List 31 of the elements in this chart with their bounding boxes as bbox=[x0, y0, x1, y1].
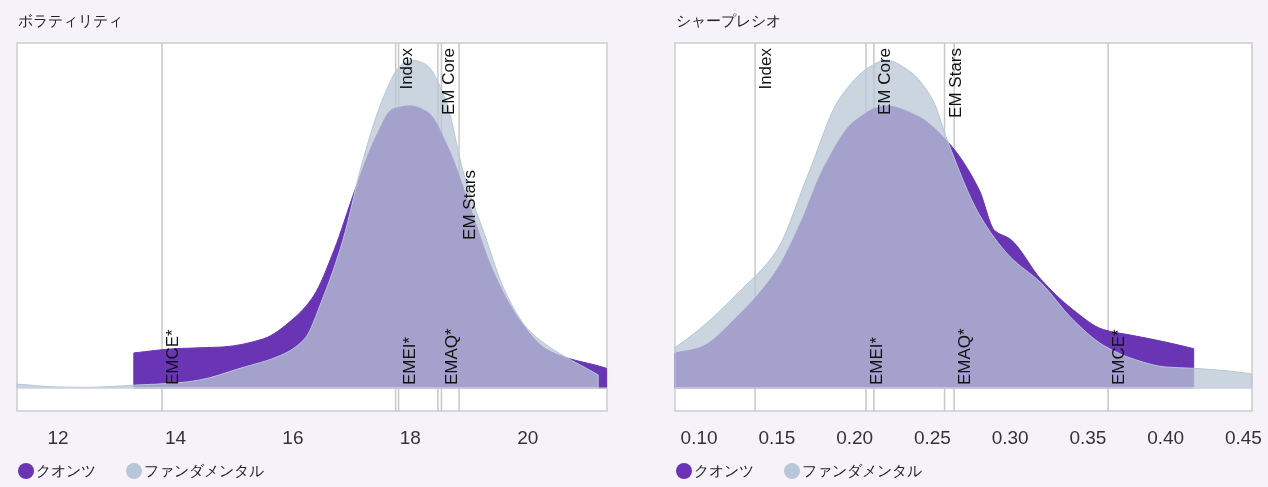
x-tick-label: 0.35 bbox=[1069, 427, 1107, 448]
ref-line-label: Index bbox=[396, 47, 416, 90]
ref-line-label: Index bbox=[756, 47, 776, 90]
ref-line-label: EMEI* bbox=[399, 336, 419, 385]
x-tick-label: 0.30 bbox=[991, 427, 1029, 448]
chart-title: ボラティリティ bbox=[18, 12, 123, 30]
x-tick-label: 0.15 bbox=[758, 427, 796, 448]
ref-line-label: EM Core bbox=[438, 48, 458, 116]
x-tick-label: 0.10 bbox=[680, 427, 718, 448]
legend-label: クオンツ bbox=[694, 462, 754, 480]
x-tick-label: 16 bbox=[282, 427, 304, 448]
ref-line-label: EM Stars bbox=[945, 48, 965, 118]
legend-label: クオンツ bbox=[36, 462, 96, 480]
x-tick-label: 0.25 bbox=[913, 427, 951, 448]
ref-line-label: EMCE* bbox=[163, 328, 182, 385]
ref-line-label: EM Core bbox=[874, 48, 894, 116]
x-tick-label: 0.20 bbox=[836, 427, 874, 448]
ref-line-label: EM Stars bbox=[460, 170, 480, 240]
chart-title: シャープレシオ bbox=[676, 12, 781, 30]
x-tick-label: 20 bbox=[517, 427, 539, 448]
legend-label: ファンダメンタル bbox=[802, 462, 922, 480]
x-tick-label: 18 bbox=[399, 427, 421, 448]
legend-label: ファンダメンタル bbox=[144, 462, 264, 480]
x-tick-label: 14 bbox=[164, 427, 187, 448]
ref-line-label: EMCE* bbox=[1109, 328, 1129, 385]
ref-line-label: EMAQ* bbox=[442, 327, 462, 385]
x-tick-label: 0.40 bbox=[1147, 427, 1185, 448]
x-tick-label: 12 bbox=[47, 427, 69, 448]
ref-line-label: EMAQ* bbox=[955, 327, 975, 385]
x-tick-label: 0.45 bbox=[1224, 427, 1262, 448]
ref-line-label: EMEI* bbox=[866, 336, 886, 385]
